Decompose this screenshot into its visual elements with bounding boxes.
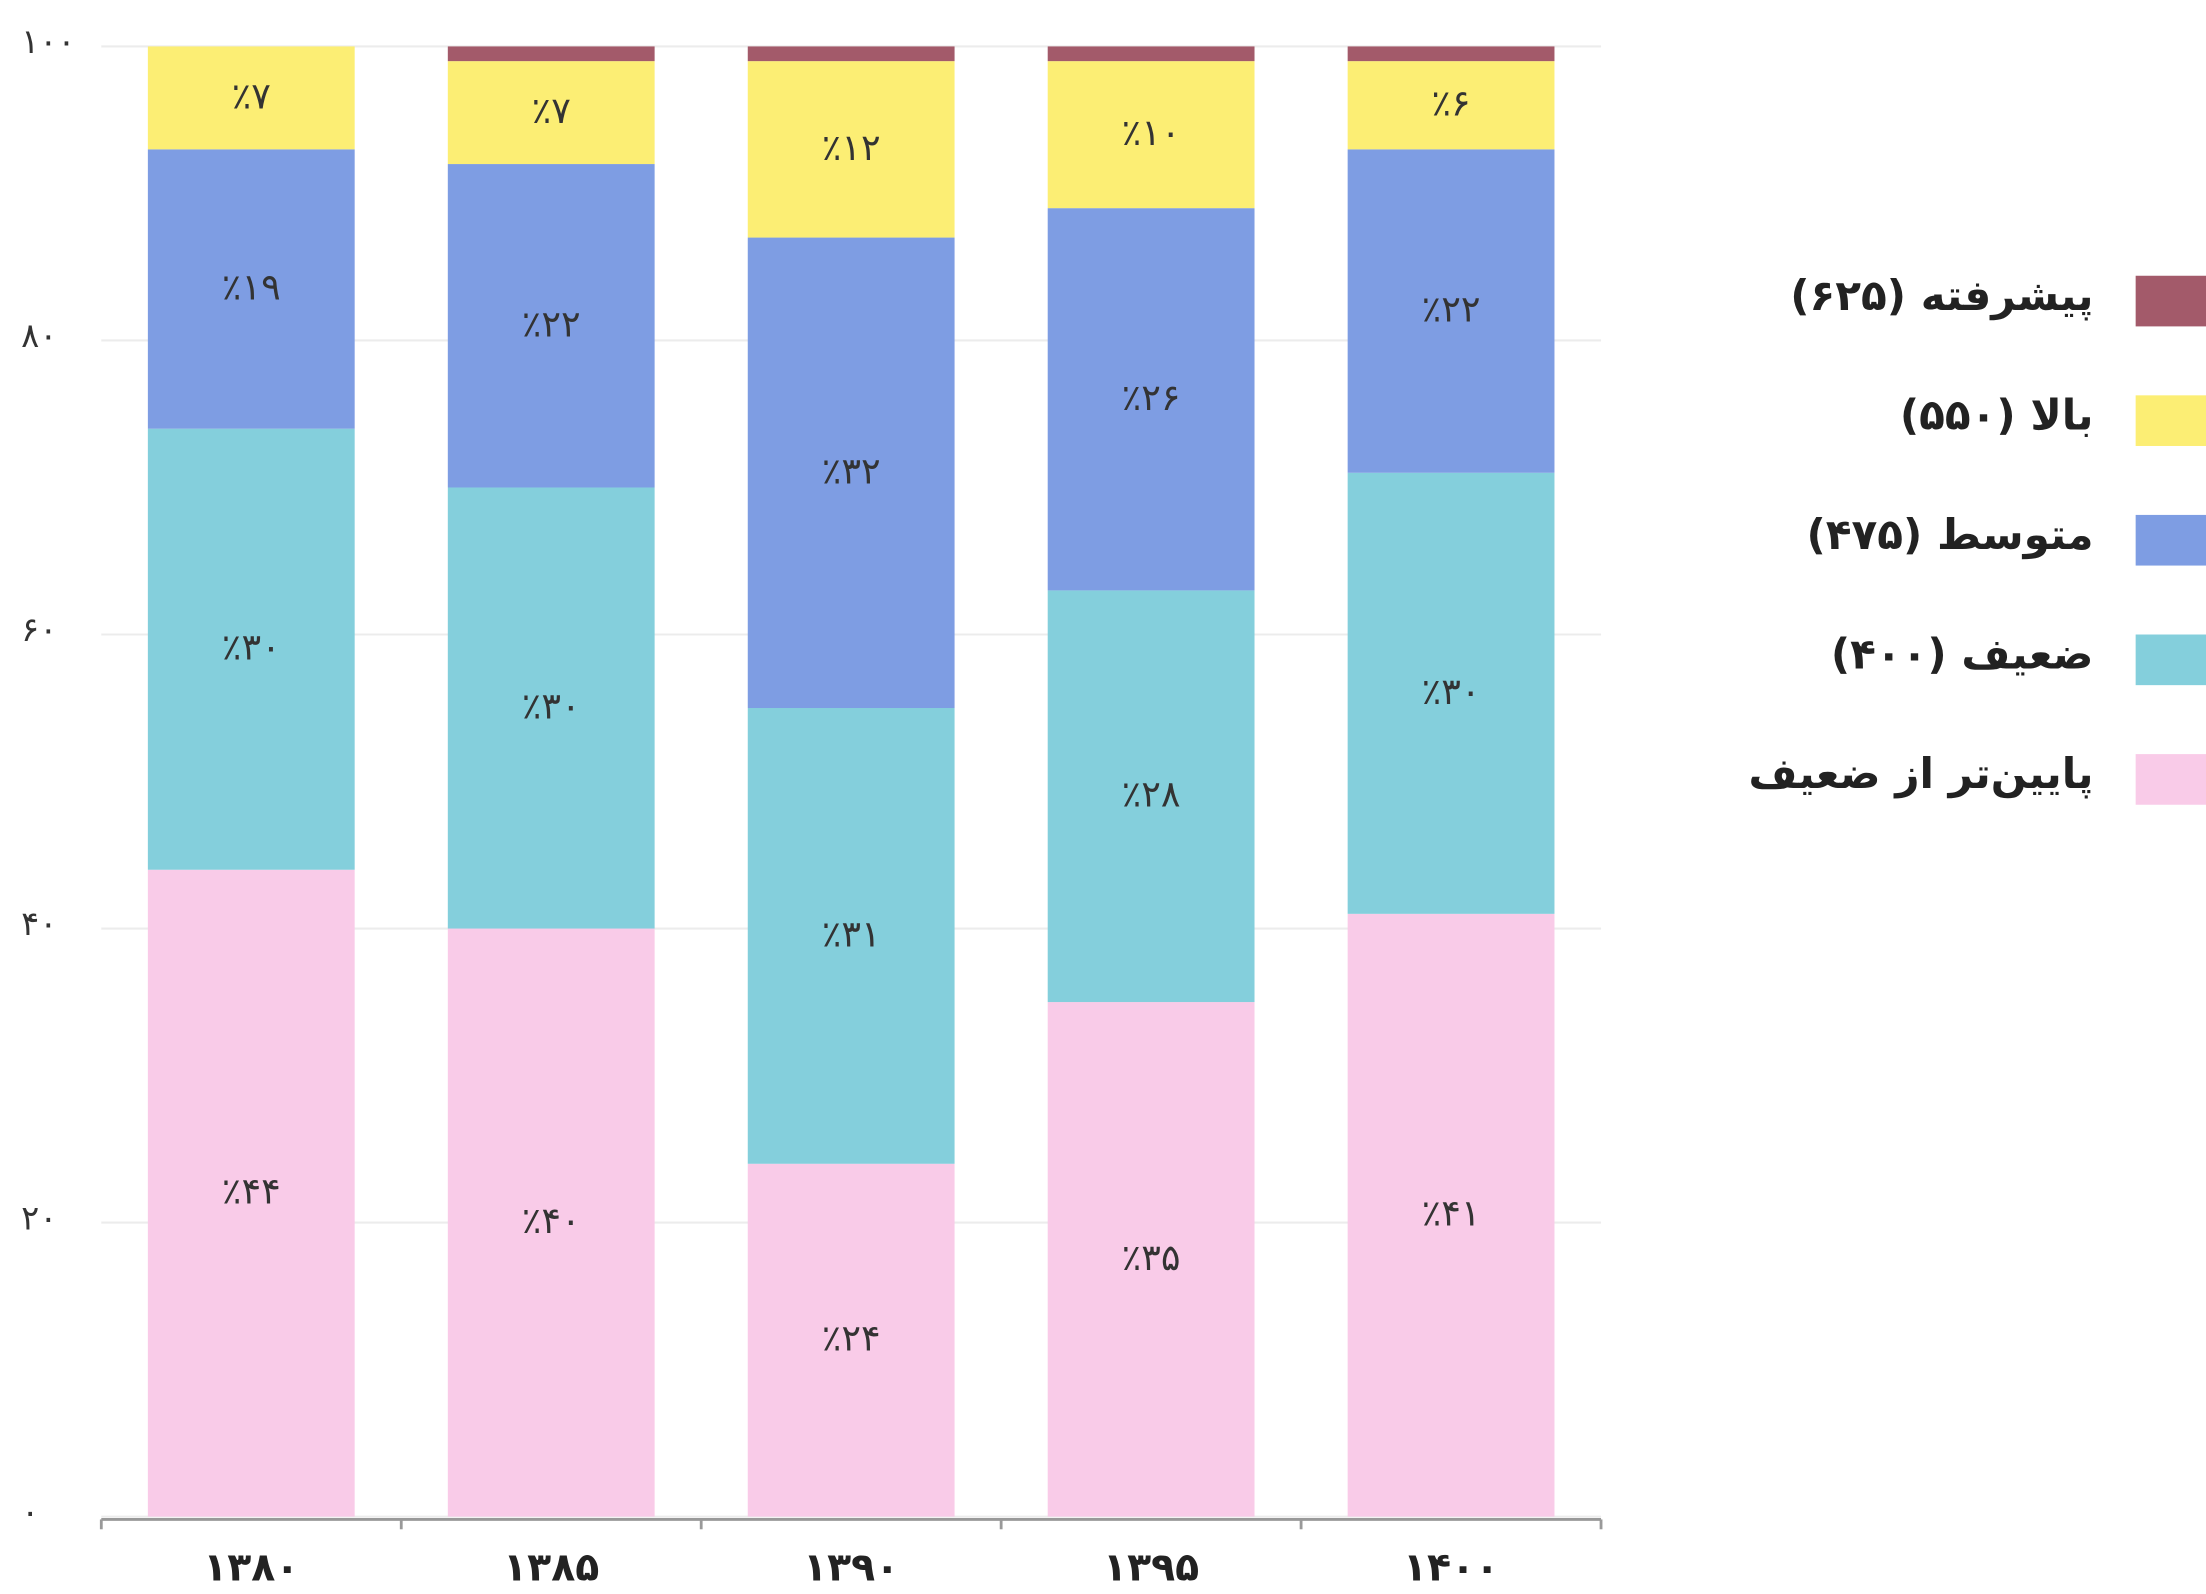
value-label: ٪۲۲	[522, 302, 581, 345]
y-tick-label: ۱۰۰	[21, 22, 75, 61]
value-label: ٪۱۹	[222, 266, 281, 309]
legend-label: بالا (۵۵۰)	[1900, 390, 2094, 439]
bar-segment	[447, 487, 655, 929]
legend-label: متوسط (۴۷۵)	[1806, 510, 2093, 560]
value-label: ٪۷	[232, 74, 271, 117]
bar-segment	[1047, 208, 1255, 591]
bar-segment	[147, 428, 355, 870]
bar-segment	[1047, 46, 1255, 62]
value-label: ٪۲۲	[1422, 288, 1481, 331]
x-tick-label: ۱۳۹۰	[803, 1545, 899, 1591]
bar-segment	[447, 46, 655, 62]
x-tick-label: ۱۳۹۵	[1103, 1545, 1199, 1591]
legend-label: پایین‌تر از ضعیف	[1748, 749, 2093, 799]
bar-segment	[747, 708, 955, 1164]
bar-segment	[447, 164, 655, 488]
bar-segment	[447, 928, 655, 1517]
legend-swatch	[2135, 634, 2206, 686]
bar-segment	[147, 869, 355, 1517]
legend-label: ضعیف (۴۰۰)	[1831, 630, 2094, 679]
legend-label: پیشرفته (۶۲۵)	[1790, 271, 2093, 321]
value-label: ٪۱۰	[1122, 111, 1181, 154]
legend-swatch	[2135, 395, 2206, 446]
value-label: ٪۲۸	[1122, 773, 1181, 816]
x-tick-label: ۱۳۸۵	[503, 1545, 599, 1591]
bar-segment	[1347, 46, 1555, 62]
value-label: ٪۴۴	[222, 1170, 281, 1213]
bar-segment	[1347, 913, 1555, 1517]
value-label: ٪۱۲	[822, 126, 881, 169]
x-tick-label: ۱۴۰۰	[1403, 1545, 1499, 1591]
value-label: ٪۳۵	[1122, 1236, 1181, 1279]
value-label: ٪۷	[532, 89, 571, 132]
y-tick-label: ۴۰	[21, 904, 57, 943]
legend-swatch	[2135, 754, 2206, 805]
bar-segment	[1047, 1002, 1255, 1517]
value-label: ٪۲۴	[822, 1317, 881, 1360]
bar-segment	[1347, 149, 1555, 473]
legend-swatch	[2135, 514, 2206, 566]
bar-segment	[747, 1163, 955, 1517]
bar-segment	[147, 46, 355, 150]
value-label: ٪۴۰	[522, 1199, 581, 1242]
value-label: ٪۶	[1431, 82, 1470, 125]
bar-segment	[1347, 472, 1555, 914]
value-label: ٪۳۰	[522, 685, 581, 728]
y-tick-label: ۲۰	[21, 1198, 57, 1237]
value-label: ٪۴۱	[1422, 1192, 1481, 1235]
bar-segment	[447, 61, 655, 165]
legend-swatch	[2135, 275, 2206, 327]
y-tick-label: ۶۰	[21, 610, 57, 649]
value-label: ٪۳۰	[222, 626, 281, 669]
bar-segment	[147, 149, 355, 429]
value-label: ٪۳۲	[822, 449, 881, 492]
bar-segment	[1047, 61, 1255, 209]
value-label: ٪۳۱	[822, 912, 881, 955]
y-tick-label: ۸۰	[21, 316, 57, 355]
y-tick-label: ۰	[21, 1492, 39, 1531]
value-label: ٪۳۰	[1422, 670, 1481, 713]
bar-segment	[747, 61, 955, 238]
value-label: ٪۲۶	[1122, 376, 1181, 419]
bar-segment	[1347, 61, 1555, 150]
bar-segment	[1047, 590, 1255, 1003]
x-tick-label: ۱۳۸۰	[203, 1545, 299, 1591]
bar-segment	[747, 237, 955, 709]
bar-segment	[747, 46, 955, 62]
